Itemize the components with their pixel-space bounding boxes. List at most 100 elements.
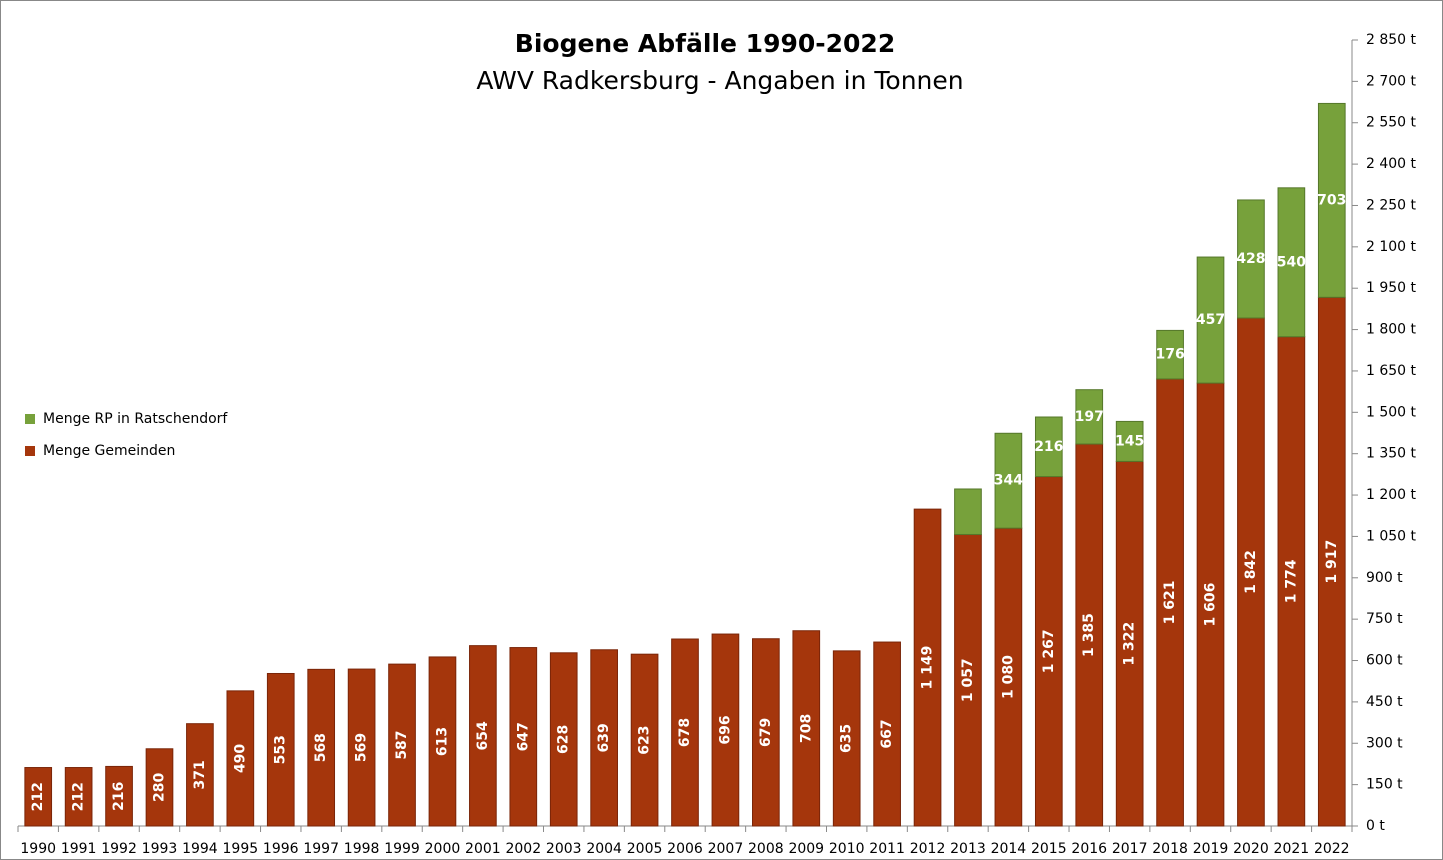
x-tick-label: 2005 <box>627 841 663 857</box>
data-label: 587 <box>394 730 410 759</box>
y-tick-label: 1 200 t <box>1366 487 1417 503</box>
y-tick-label: 2 100 t <box>1366 239 1417 255</box>
y-tick-label: 600 t <box>1366 653 1403 669</box>
bar-segment <box>752 638 780 827</box>
data-label: 635 <box>839 724 855 753</box>
bar-segment <box>1277 336 1306 827</box>
data-label: 553 <box>273 735 289 764</box>
bar-segment <box>954 533 982 827</box>
y-tick-label: 1 650 t <box>1366 363 1417 379</box>
bar-segment <box>630 653 659 827</box>
data-label: 371 <box>192 760 208 789</box>
y-tick-label: 1 800 t <box>1366 322 1417 338</box>
x-tick-label: 2019 <box>1193 841 1229 857</box>
bar-segment <box>469 645 497 827</box>
bar-segment <box>388 663 416 827</box>
legend-label: Menge RP in Ratschendorf <box>43 411 228 427</box>
bar-segment <box>711 633 740 827</box>
y-tick-label: 1 050 t <box>1366 528 1417 544</box>
x-tick-label: 2006 <box>667 841 703 857</box>
x-tick-label: 2009 <box>788 841 824 857</box>
data-label: 1 149 <box>920 646 936 690</box>
bar-segment <box>671 638 699 827</box>
y-tick-label: 1 350 t <box>1366 446 1417 462</box>
legend-label: Menge Gemeinden <box>43 443 175 459</box>
data-label: 703 <box>1317 192 1346 208</box>
bar-segment <box>105 765 133 827</box>
x-tick-label: 2014 <box>991 841 1027 857</box>
bar-segment <box>145 748 174 827</box>
bar-segment <box>1034 416 1063 478</box>
chart-title: Biogene Abfälle 1990-2022 <box>515 29 895 58</box>
x-tick-label: 2018 <box>1152 841 1188 857</box>
bar-segment <box>1196 382 1225 827</box>
bar-segment <box>226 690 255 827</box>
bar-segment <box>1317 296 1346 827</box>
data-label: 212 <box>30 782 46 811</box>
x-tick-label: 1998 <box>344 841 380 857</box>
bar-segment <box>509 647 538 827</box>
y-tick-label: 2 400 t <box>1366 156 1417 172</box>
chart-subtitle: AWV Radkersburg - Angaben in Tonnen <box>476 66 963 95</box>
bar-segment <box>792 630 821 827</box>
y-tick-label: 900 t <box>1366 570 1403 586</box>
legend-swatch <box>25 446 35 456</box>
bar-segment <box>428 656 457 827</box>
data-label: 623 <box>637 725 653 754</box>
data-label: 212 <box>71 782 87 811</box>
y-tick-label: 1 950 t <box>1366 280 1417 296</box>
y-tick-label: 300 t <box>1366 735 1403 751</box>
data-label: 1 842 <box>1243 550 1259 594</box>
bar-segment <box>1156 329 1184 380</box>
x-tick-label: 1993 <box>142 841 178 857</box>
x-tick-label: 2022 <box>1314 841 1350 857</box>
data-label: 1 621 <box>1162 581 1178 625</box>
data-label: 639 <box>596 723 612 752</box>
x-tick-label: 2016 <box>1071 841 1107 857</box>
bar-segment <box>307 668 336 827</box>
x-tick-label: 1994 <box>182 841 218 857</box>
data-label: 1 080 <box>1000 655 1016 699</box>
x-tick-label: 2008 <box>748 841 784 857</box>
bar-segment <box>1237 199 1265 319</box>
data-label: 679 <box>758 718 774 747</box>
y-tick-label: 0 t <box>1366 818 1385 834</box>
data-label: 678 <box>677 718 693 747</box>
bar-segment <box>1075 443 1104 827</box>
data-label: 569 <box>354 733 370 762</box>
data-label: 667 <box>879 719 895 748</box>
x-tick-label: 2010 <box>829 841 865 857</box>
x-tick-label: 2004 <box>586 841 622 857</box>
data-label: 628 <box>556 725 572 754</box>
bar-segment <box>913 508 942 827</box>
y-tick-label: 2 700 t <box>1366 73 1417 89</box>
data-label: 280 <box>151 773 167 802</box>
bar-segment <box>873 641 901 827</box>
y-tick-label: 2 250 t <box>1366 197 1417 213</box>
bar-segment <box>347 668 376 827</box>
bar-segment <box>1075 389 1104 445</box>
y-tick-label: 150 t <box>1366 777 1403 793</box>
data-label: 647 <box>515 722 531 751</box>
x-tick-label: 1992 <box>101 841 137 857</box>
data-label: 145 <box>1115 433 1144 449</box>
x-tick-label: 2020 <box>1233 841 1269 857</box>
x-tick-label: 2021 <box>1274 841 1310 857</box>
y-tick-label: 2 850 t <box>1366 32 1417 48</box>
y-tick-label: 2 550 t <box>1366 115 1417 131</box>
x-tick-label: 2017 <box>1112 841 1148 857</box>
data-label: 613 <box>434 727 450 756</box>
data-label: 696 <box>717 715 733 744</box>
bar-segment <box>994 432 1023 529</box>
data-label: 1 385 <box>1081 613 1097 657</box>
bar-segment <box>24 767 53 827</box>
bar-segment <box>1115 460 1144 827</box>
data-label: 568 <box>313 733 329 762</box>
data-label: 1 774 <box>1283 559 1299 603</box>
bar-segment <box>186 723 214 827</box>
x-tick-label: 2012 <box>910 841 946 857</box>
bar-segment <box>994 527 1023 827</box>
data-label: 1 917 <box>1324 540 1340 584</box>
data-label: 197 <box>1075 409 1104 425</box>
